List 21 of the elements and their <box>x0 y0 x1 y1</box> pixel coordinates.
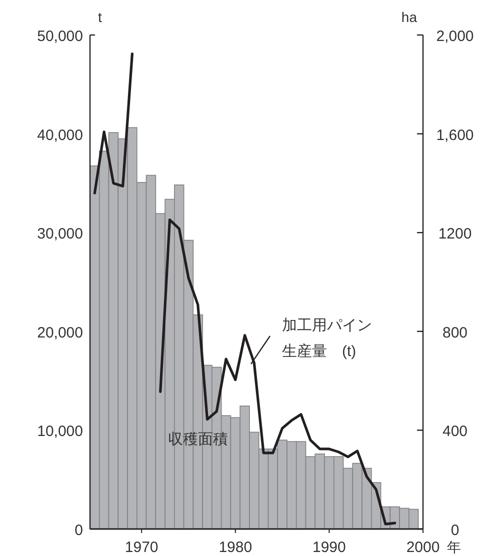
y2-tick-label: 2,000 <box>436 28 474 45</box>
y2-tick-label: 0 <box>450 522 460 539</box>
y-tick-label: 30,000 <box>37 226 83 243</box>
x-tick-label: 2000 <box>406 539 440 556</box>
y2-tick-label: 1200 <box>438 226 472 243</box>
y-tick-label: 0 <box>74 522 83 539</box>
y2-tick-label: 400 <box>442 423 468 440</box>
y2-axis-title: ha <box>401 9 418 25</box>
y-tick-label: 50,000 <box>37 28 83 45</box>
x-tick-label: 1970 <box>124 539 158 556</box>
y-tick-label: 20,000 <box>37 324 83 342</box>
y-axis-title: t <box>98 9 102 25</box>
y-tick-label: 40,000 <box>37 126 83 144</box>
y-tick-label: 10,000 <box>37 423 83 440</box>
series-label: 収穫面積 <box>168 431 228 448</box>
x-axis-title: 年 <box>447 539 461 555</box>
x-tick-label: 1990 <box>312 539 346 556</box>
series-label: 加工用パイン生産量 (t) <box>282 317 372 360</box>
y2-tick-label: 800 <box>442 324 468 342</box>
y2-tick-label: 1,600 <box>436 126 474 144</box>
x-tick-label: 1980 <box>218 539 252 556</box>
